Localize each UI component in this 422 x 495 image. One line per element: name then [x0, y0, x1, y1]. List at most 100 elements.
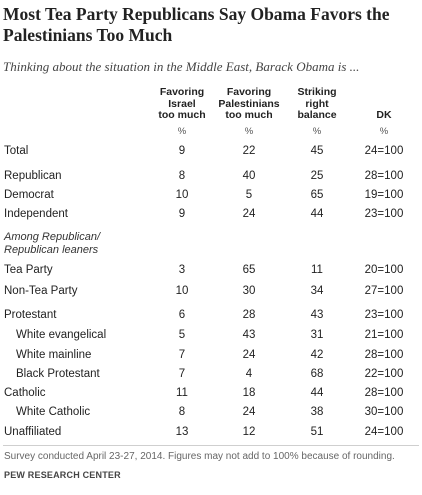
- column-header-2-line3: too much: [225, 109, 273, 121]
- table-cell: 22=100: [364, 368, 404, 380]
- row-label: Unaffiliated: [4, 426, 62, 438]
- table-cell: 24=100: [364, 145, 404, 157]
- table-cell: 18: [242, 387, 256, 399]
- table-cell: 42: [310, 349, 324, 361]
- table-cell: 9: [178, 208, 186, 220]
- column-header-1-line2: Israel: [168, 97, 196, 110]
- table-cell: 44: [310, 208, 324, 220]
- table-cell: 5: [245, 189, 253, 201]
- row-label: White evangelical: [16, 329, 107, 341]
- unit-label: %: [244, 126, 254, 137]
- table-cell: 44: [310, 387, 324, 399]
- table-cell: 27=100: [364, 285, 404, 297]
- table-cell: 7: [178, 368, 186, 380]
- row-label: Black Protestant: [16, 368, 100, 380]
- column-header-4: DK: [350, 109, 418, 122]
- table-cell: 43: [242, 329, 256, 341]
- table-row: Republican 8 40 25 28=100: [0, 168, 422, 186]
- table-cell: 30=100: [364, 406, 404, 418]
- column-header-1: Favoring Israel too much: [148, 86, 216, 122]
- row-label: Total: [4, 145, 29, 157]
- table-cell: 24: [242, 406, 256, 418]
- column-header-2-line2: Palestinians: [218, 97, 280, 110]
- table-cell: 13: [175, 426, 189, 438]
- row-label: White Catholic: [16, 406, 91, 418]
- table-cell: 51: [310, 426, 324, 438]
- column-header-3-line3: balance: [297, 109, 337, 121]
- table-cell: 68: [310, 368, 324, 380]
- table-row: Black Protestant 7 4 68 22=100: [0, 366, 422, 384]
- footnote: Survey conducted April 23-27, 2014. Figu…: [4, 451, 395, 462]
- table-row: White Catholic 8 24 38 30=100: [0, 404, 422, 422]
- table-cell: 45: [310, 145, 324, 157]
- table-cell: 28=100: [364, 170, 404, 182]
- table-cell: 28=100: [364, 349, 404, 361]
- table-row: Protestant 6 28 43 23=100: [0, 307, 422, 325]
- table-cell: 65: [310, 189, 324, 201]
- column-header-4-line1: DK: [376, 109, 392, 121]
- column-header-3-line2: right: [305, 97, 329, 110]
- unit-label: %: [379, 126, 389, 137]
- table-cell: 28: [242, 309, 256, 321]
- table-row: Non-Tea Party 10 30 34 27=100: [0, 283, 422, 301]
- row-label: Non-Tea Party: [4, 285, 78, 297]
- table-cell: 19=100: [364, 189, 404, 201]
- unit-label: %: [312, 126, 322, 137]
- table-cell: 34: [310, 285, 324, 297]
- table-row: White evangelical 5 43 31 21=100: [0, 327, 422, 345]
- row-label: Republican: [4, 170, 62, 182]
- table-cell: 11: [176, 387, 188, 399]
- table-cell: 10: [175, 285, 189, 297]
- table-cell: 25: [310, 170, 324, 182]
- table-cell: 21=100: [364, 329, 404, 341]
- table-cell: 23=100: [364, 208, 404, 220]
- table-cell: 24: [242, 208, 256, 220]
- chart-subtitle: Thinking about the situation in the Midd…: [3, 59, 360, 74]
- table-cell: 4: [245, 368, 253, 380]
- table-cell: 30: [242, 285, 256, 297]
- column-header-1-line1: Favoring: [159, 86, 205, 98]
- table-cell: 5: [178, 329, 186, 341]
- table-cell: 9: [178, 145, 186, 157]
- table-row: Independent 9 24 44 23=100: [0, 206, 422, 224]
- table-cell: 10: [175, 189, 189, 201]
- table-cell: 11: [311, 264, 323, 276]
- table-cell: 24: [242, 349, 256, 361]
- row-label: Tea Party: [4, 264, 53, 276]
- section-label: Among Republican/ Republican leaners: [4, 231, 100, 257]
- table-row: Catholic 11 18 44 28=100: [0, 385, 422, 403]
- table-cell: 38: [310, 406, 324, 418]
- column-header-2-line1: Favoring: [226, 86, 272, 98]
- chart-title: Most Tea Party Republicans Say Obama Fav…: [3, 4, 390, 45]
- table-cell: 3: [178, 264, 186, 276]
- table-cell: 24=100: [364, 426, 404, 438]
- row-label: Protestant: [4, 309, 57, 321]
- table-row: Democrat 10 5 65 19=100: [0, 187, 422, 205]
- table-cell: 28=100: [364, 387, 404, 399]
- section-label-line1: Among Republican/: [4, 231, 101, 243]
- table-cell: 23=100: [364, 309, 404, 321]
- table-row: Unaffiliated 13 12 51 24=100: [0, 424, 422, 442]
- column-header-1-line3: too much: [158, 109, 206, 121]
- table-row: Tea Party 3 65 11 20=100: [0, 262, 422, 280]
- table-cell: 8: [178, 170, 186, 182]
- row-label: White mainline: [16, 349, 92, 361]
- unit-label: %: [177, 126, 187, 137]
- column-header-3: Striking right balance: [283, 86, 351, 122]
- table-cell: 40: [242, 170, 256, 182]
- table-row: White mainline 7 24 42 28=100: [0, 347, 422, 365]
- table-row: Total 9 22 45 24=100: [0, 143, 422, 161]
- table-cell: 6: [178, 309, 186, 321]
- row-label: Catholic: [4, 387, 46, 399]
- column-header-2: Favoring Palestinians too much: [215, 86, 283, 122]
- table-cell: 8: [178, 406, 186, 418]
- table-cell: 22: [242, 145, 256, 157]
- table-cell: 12: [242, 426, 256, 438]
- footer-rule: [3, 445, 419, 446]
- table-cell: 7: [178, 349, 186, 361]
- table-cell: 43: [310, 309, 324, 321]
- row-label: Independent: [4, 208, 68, 220]
- section-label-line2: Republican leaners: [4, 244, 99, 256]
- source-label: PEW RESEARCH CENTER: [4, 470, 121, 480]
- column-header-3-line1: Striking: [297, 86, 337, 98]
